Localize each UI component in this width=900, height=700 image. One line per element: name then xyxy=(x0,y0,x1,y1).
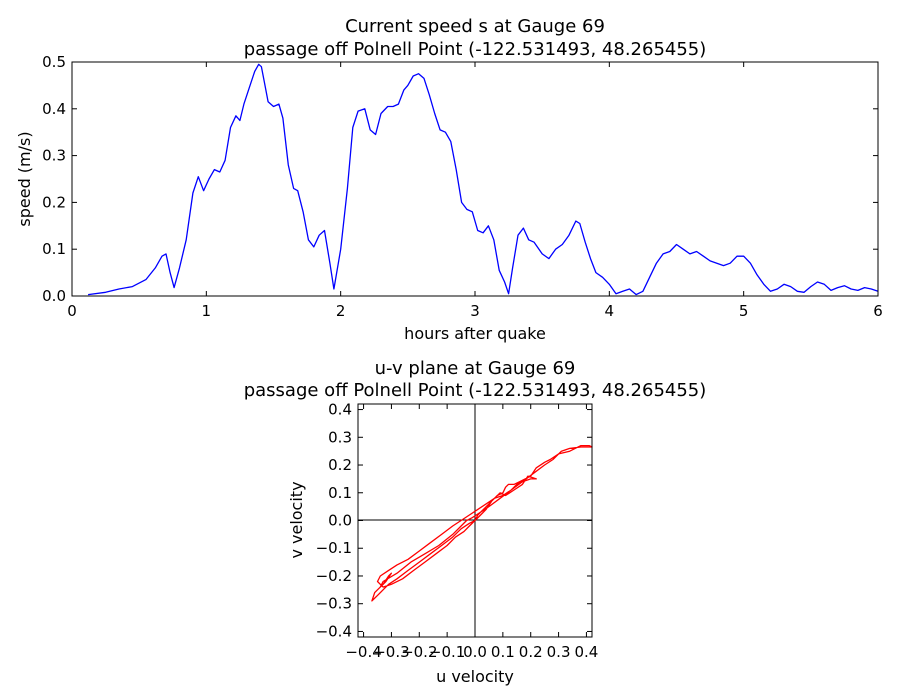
speed-chart-xtick-label: 4 xyxy=(605,302,615,320)
uv-chart-xtick-label: 0.0 xyxy=(463,643,487,661)
speed-chart-ytick-label: 0.1 xyxy=(42,240,66,258)
uv-chart-ytick-label: 0.2 xyxy=(328,456,352,474)
speed-chart-title-line2: passage off Polnell Point (-122.531493, … xyxy=(244,39,707,60)
uv-chart-ytick-label: 0.3 xyxy=(328,428,352,446)
uv-chart-ylabel: v velocity xyxy=(287,481,306,558)
uv-chart-xtick-label: 0.1 xyxy=(491,643,515,661)
uv-chart-ytick-label: 0.0 xyxy=(328,512,352,530)
uv-chart-xtick-label: −0.2 xyxy=(401,643,437,661)
uv-chart-ytick-label: −0.2 xyxy=(316,567,352,585)
speed-chart-plot-frame xyxy=(71,61,879,297)
uv-chart-xtick-label: −0.3 xyxy=(373,643,409,661)
uv-chart-title-line1: u-v plane at Gauge 69 xyxy=(375,358,576,379)
uv-plane-chart: u-v plane at Gauge 69 passage off Polnel… xyxy=(244,358,707,686)
speed-chart-ylabel: speed (m/s) xyxy=(15,131,34,226)
speed-chart-xtick-label: 2 xyxy=(336,302,346,320)
uv-chart-series xyxy=(371,444,593,602)
speed-chart-xtick-label: 6 xyxy=(873,302,883,320)
uv-chart-ticks: −0.4−0.3−0.2−0.10.0 0.1 0.2 0.3 0.4−0.4−0.3−… xyxy=(316,401,599,661)
speed-chart-xtick-label: 0 xyxy=(67,302,77,320)
uv-chart-xlabel: u velocity xyxy=(436,667,514,686)
speed-chart-ytick-label: 0.0 xyxy=(42,287,66,305)
speed-chart: Current speed s at Gauge 69 passage off … xyxy=(15,16,883,343)
uv-chart-xtick-label: −0.4 xyxy=(345,643,381,661)
uv-chart-ytick-label: −0.3 xyxy=(316,595,352,613)
speed-chart-xlabel: hours after quake xyxy=(404,324,546,343)
speed-chart-ticks: 0 1 2 3 4 5 6 0.0 0.1 0.2 0.3 0.4 0.5 xyxy=(42,53,883,320)
speed-chart-xtick-label: 5 xyxy=(739,302,749,320)
uv-chart-series-line xyxy=(371,444,593,602)
speed-chart-xtick-label: 3 xyxy=(470,302,480,320)
uv-chart-ytick-label: −0.1 xyxy=(316,539,352,557)
uv-chart-xtick-label: 0.2 xyxy=(519,643,543,661)
speed-chart-title-line1: Current speed s at Gauge 69 xyxy=(345,16,605,37)
uv-chart-plot-frame xyxy=(357,403,593,638)
uv-chart-xtick-label: 0.3 xyxy=(547,643,571,661)
uv-chart-xtick-label: −0.1 xyxy=(429,643,465,661)
speed-chart-series-line xyxy=(88,63,879,296)
speed-chart-ytick-label: 0.4 xyxy=(42,100,66,118)
uv-chart-ytick-label: 0.4 xyxy=(328,401,352,419)
uv-chart-xtick-label: 0.4 xyxy=(574,643,598,661)
uv-chart-ytick-label: 0.1 xyxy=(328,484,352,502)
speed-chart-xtick-label: 1 xyxy=(202,302,212,320)
uv-chart-ytick-label: −0.4 xyxy=(316,622,352,640)
uv-chart-title-line2: passage off Polnell Point (-122.531493, … xyxy=(244,380,707,401)
speed-chart-ytick-label: 0.5 xyxy=(42,53,66,71)
speed-chart-ytick-label: 0.3 xyxy=(42,147,66,165)
speed-chart-ytick-label: 0.2 xyxy=(42,193,66,211)
speed-chart-series xyxy=(88,63,879,296)
